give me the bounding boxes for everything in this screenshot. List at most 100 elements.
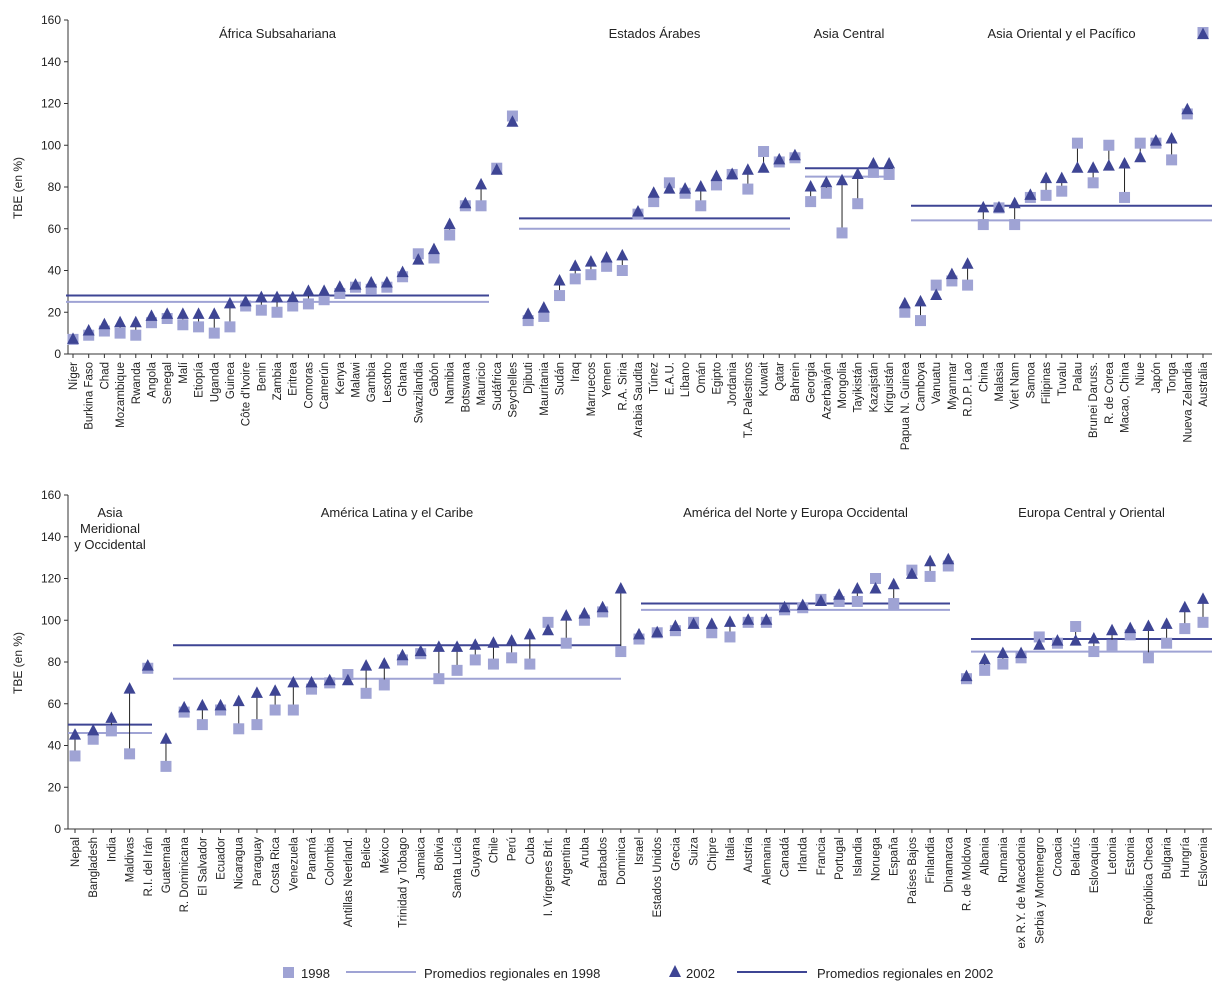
point-2002 [820, 175, 833, 188]
point-2002 [584, 255, 597, 267]
country-label: Níger [68, 362, 80, 390]
country-label: Santa Lucía [452, 836, 464, 898]
country-label: Venezuela [288, 836, 300, 890]
country-label: Australia [1198, 361, 1210, 406]
country-label: Serbia y Montenegro [1034, 837, 1046, 944]
point-2002 [632, 205, 644, 217]
country-label: Barbados [598, 837, 610, 886]
point-1998 [915, 315, 926, 327]
point-2002 [788, 148, 801, 161]
country-label: Belarús [1071, 837, 1083, 876]
point-2002 [192, 307, 205, 319]
country-label: Namibia [445, 361, 457, 404]
point-1998 [69, 750, 81, 762]
y-tick-label: 100 [41, 613, 61, 627]
point-2002 [333, 280, 346, 292]
country-label: Qatar [774, 362, 786, 391]
point-2002 [614, 581, 627, 594]
point-2002 [773, 152, 786, 165]
point-1998 [1124, 629, 1136, 641]
point-1998 [615, 646, 627, 658]
point-2002 [1040, 171, 1053, 184]
point-1998 [114, 327, 126, 339]
country-label: E.A.U. [664, 362, 676, 395]
point-2002 [318, 284, 331, 296]
country-label: Bulgaria [1162, 836, 1174, 879]
country-label: Aruba [579, 836, 591, 867]
point-2002 [836, 173, 849, 186]
point-2002 [596, 600, 609, 613]
point-1998 [145, 317, 157, 329]
point-2002 [98, 317, 111, 330]
country-label: Bahrein [790, 362, 802, 402]
legend-label: Promedios regionales en 1998 [424, 966, 600, 981]
region-label: Asia Oriental y el Pacífico [987, 26, 1135, 41]
point-1998 [805, 196, 817, 208]
point-2002 [141, 659, 154, 671]
point-2002 [887, 577, 900, 590]
point-1998 [360, 687, 372, 699]
point-2002 [223, 296, 236, 309]
country-label: Vanuatu [931, 362, 943, 404]
point-1998 [1142, 652, 1154, 664]
country-label: Sudáfrica [492, 361, 504, 410]
point-2002 [1160, 617, 1173, 629]
point-1998 [833, 595, 845, 607]
point-2002 [523, 627, 536, 640]
point-2002 [414, 644, 427, 657]
country-label: Kuwait [759, 361, 771, 396]
country-label: Paraguay [252, 837, 264, 886]
point-2002 [286, 290, 299, 303]
point-2002 [349, 278, 362, 290]
point-1998 [1088, 646, 1100, 658]
point-2002 [380, 276, 393, 288]
point-1998 [451, 664, 463, 676]
point-1998 [1119, 191, 1131, 203]
point-1998 [87, 733, 99, 745]
region-label: América Latina y el Caribe [321, 505, 473, 520]
point-1998 [177, 319, 189, 331]
point-1998 [724, 631, 736, 643]
country-label: Benin [256, 362, 268, 391]
country-label: Ghana [398, 361, 410, 396]
country-label: México [379, 837, 391, 873]
country-label: Portugal [834, 837, 846, 880]
legend-item: 1998 [283, 966, 330, 981]
country-label: Argentina [561, 836, 573, 886]
country-label: Países Bajos [907, 837, 919, 904]
point-1998 [524, 658, 536, 670]
country-label: Panamá [307, 836, 319, 879]
point-1998 [124, 748, 136, 760]
country-label: Nueva Zelandia [1182, 361, 1194, 442]
point-2002 [1181, 102, 1194, 115]
country-label: Ecuador [216, 837, 228, 880]
point-2002 [814, 594, 827, 606]
point-2002 [796, 598, 809, 611]
y-tick-label: 20 [48, 305, 62, 319]
top-panel: 0 20 40 60 80 100 120 140 160 TBE (en %) África Su… [11, 13, 1212, 450]
point-2002 [741, 163, 754, 175]
point-2002 [1071, 161, 1084, 173]
point-2002 [560, 609, 573, 621]
country-label: Perú [507, 837, 519, 861]
country-label: Eslovenia [1198, 836, 1210, 886]
point-1998 [1106, 639, 1118, 651]
country-label: Senegal [162, 362, 174, 404]
country-label: Mongolia [837, 361, 849, 408]
country-label: Japón [1151, 362, 1163, 393]
point-1998 [318, 294, 330, 306]
point-2002 [114, 315, 127, 328]
point-1998 [287, 704, 299, 716]
country-label: Jamaica [416, 836, 428, 879]
country-label: Estados Unidos [652, 837, 664, 918]
point-2002 [1118, 157, 1131, 169]
point-2002 [1124, 621, 1137, 634]
point-2002 [269, 684, 282, 696]
point-1998 [601, 260, 613, 272]
point-1998 [979, 664, 991, 676]
point-1998 [554, 290, 566, 302]
point-2002 [726, 167, 739, 179]
point-1998 [899, 306, 911, 318]
point-2002 [427, 242, 440, 255]
point-1998 [538, 310, 550, 322]
